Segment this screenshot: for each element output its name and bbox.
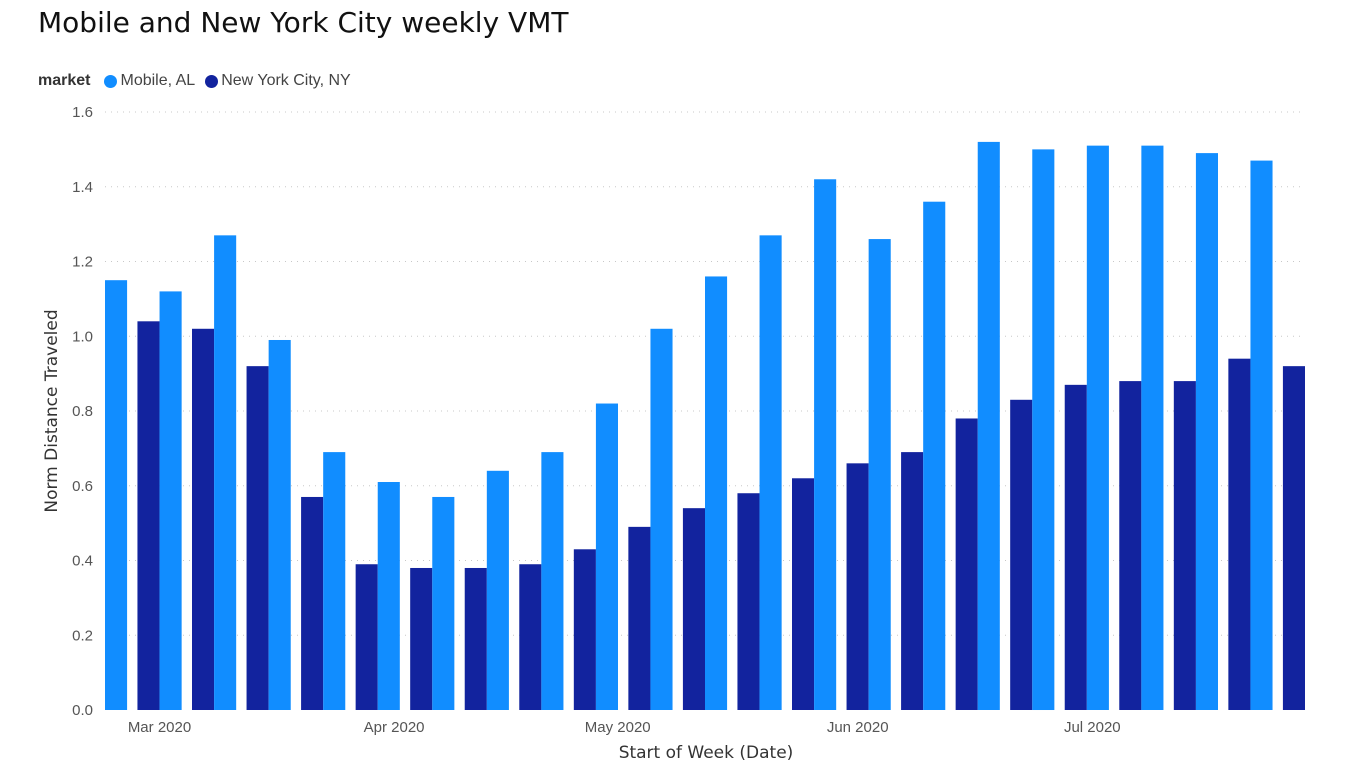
chart-title: Mobile and New York City weekly VMT xyxy=(38,6,569,39)
bar-mobile[interactable] xyxy=(977,141,1000,710)
bar-nyc[interactable] xyxy=(955,418,978,710)
x-tick-label: Mar 2020 xyxy=(128,719,191,736)
bar-nyc[interactable] xyxy=(682,508,705,710)
x-axis-label: Start of Week (Date) xyxy=(619,743,794,763)
x-tick-label: Jul 2020 xyxy=(1064,719,1121,736)
bar-nyc[interactable] xyxy=(464,567,487,710)
bar-nyc[interactable] xyxy=(1173,381,1196,710)
y-tick-label: 0.4 xyxy=(72,553,93,570)
y-axis-ticks: 0.0 0.2 0.4 0.6 0.8 1.0 1.2 1.4 1.6 xyxy=(72,104,93,719)
bar-mobile[interactable] xyxy=(541,452,564,710)
bar-mobile[interactable] xyxy=(705,276,728,710)
bar-nyc[interactable] xyxy=(137,321,160,710)
legend-item-nyc[interactable]: New York City, NY xyxy=(205,72,351,90)
y-tick-label: 0.8 xyxy=(72,403,93,420)
x-tick-label: Jun 2020 xyxy=(827,719,889,736)
bar-nyc[interactable] xyxy=(1064,384,1087,710)
bar-nyc[interactable] xyxy=(192,328,215,710)
bar-mobile[interactable] xyxy=(1195,153,1218,711)
bar-mobile[interactable] xyxy=(268,339,291,710)
bar-nyc[interactable] xyxy=(355,564,378,710)
x-tick-label: May 2020 xyxy=(585,719,651,736)
x-axis-ticks: Mar 2020 Apr 2020 May 2020 Jun 2020 Jul 2020 xyxy=(128,719,1121,736)
bar-mobile[interactable] xyxy=(1086,145,1109,710)
legend-title: market xyxy=(38,72,91,89)
bar-nyc[interactable] xyxy=(519,564,542,710)
bar-nyc[interactable] xyxy=(410,567,433,710)
legend-dot-icon xyxy=(104,74,118,88)
bar-mobile[interactable] xyxy=(759,235,782,710)
bar-mobile[interactable] xyxy=(1250,160,1273,711)
y-tick-label: 1.4 xyxy=(72,179,93,196)
bar-mobile[interactable] xyxy=(1032,149,1055,711)
bar-nyc[interactable] xyxy=(792,478,815,710)
bar-mobile[interactable] xyxy=(595,403,618,710)
y-tick-label: 1.2 xyxy=(72,254,93,271)
y-tick-label: 0.2 xyxy=(72,627,93,644)
y-axis-label: Norm Distance Traveled xyxy=(42,309,62,512)
bar-nyc[interactable] xyxy=(1228,358,1251,710)
bar-mobile[interactable] xyxy=(377,482,400,710)
bar-nyc[interactable] xyxy=(301,496,324,710)
legend: market Mobile, AL New York City, NY xyxy=(38,70,361,92)
bar-nyc[interactable] xyxy=(246,366,269,710)
bar-mobile[interactable] xyxy=(432,496,455,710)
bar-mobile[interactable] xyxy=(214,235,237,710)
bar-mobile[interactable] xyxy=(486,470,509,710)
bar-nyc[interactable] xyxy=(737,493,760,710)
y-tick-label: 1.0 xyxy=(72,328,93,345)
legend-item-mobile[interactable]: Mobile, AL xyxy=(104,72,195,90)
bar-mobile[interactable] xyxy=(1141,145,1164,710)
legend-label-mobile: Mobile, AL xyxy=(120,72,196,89)
bar-nyc[interactable] xyxy=(846,463,869,710)
bar-mobile[interactable] xyxy=(923,201,946,710)
bars xyxy=(105,141,1305,711)
bar-nyc[interactable] xyxy=(1010,399,1033,710)
legend-dot-icon xyxy=(205,74,219,88)
bar-nyc[interactable] xyxy=(901,452,924,710)
bar-nyc[interactable] xyxy=(1282,366,1305,710)
y-tick-label: 0.6 xyxy=(72,478,93,495)
y-tick-label: 0.0 xyxy=(72,702,93,719)
y-tick-label: 1.6 xyxy=(72,104,93,121)
bar-mobile[interactable] xyxy=(650,328,673,710)
bar-mobile[interactable] xyxy=(159,291,182,710)
bar-mobile[interactable] xyxy=(814,179,837,710)
bar-nyc[interactable] xyxy=(573,549,596,710)
x-tick-label: Apr 2020 xyxy=(364,719,425,736)
legend-label-nyc: New York City, NY xyxy=(221,72,351,89)
bar-nyc[interactable] xyxy=(628,526,651,710)
bar-mobile[interactable] xyxy=(105,280,128,710)
bar-mobile[interactable] xyxy=(323,452,346,710)
bar-mobile[interactable] xyxy=(868,239,891,710)
bar-nyc[interactable] xyxy=(1119,381,1142,710)
